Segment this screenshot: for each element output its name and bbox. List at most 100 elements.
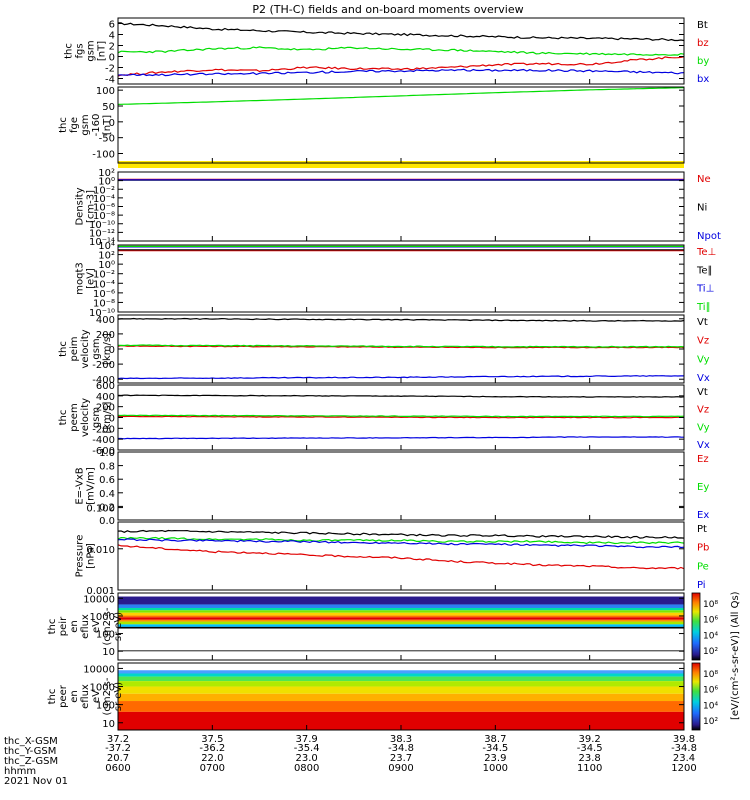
footer-value: -37.2 [105,743,131,754]
colorbar-strip [691,662,701,731]
panel-frame [117,314,685,384]
legend-entry: bx [697,74,709,85]
legend-entry: Ne [697,174,711,185]
legend-entry: Vz [697,336,709,347]
y-tick-label: 1000 [90,612,115,623]
footer-value: 39.8 [673,734,695,745]
series-line [117,317,685,322]
panel-frame [117,86,685,164]
y-tick-label: 6 [109,20,115,31]
footer-value: 0700 [200,763,225,774]
footer-value: 0800 [294,763,319,774]
y-tick-label: -600 [92,446,115,457]
spectrogram-band [118,693,684,702]
y-axis-label: Pressure[nPa] [75,535,97,578]
y-tick-label: 400 [96,392,115,403]
y-axis-label-line: thc [58,410,69,426]
colorbar-tick: 10⁴ [703,701,718,711]
legend-entry: Ex [697,510,709,521]
footer-value: 23.4 [673,753,695,764]
y-tick-label: 10⁻⁶ [93,289,115,300]
legend-entry: Ni [697,203,707,214]
footer-value: -35.4 [294,743,320,754]
y-tick-label: 10⁴ [98,241,115,252]
y-tick-label: 200 [96,330,115,341]
footer-value: 38.7 [484,734,506,745]
y-tick-label: 0 [109,345,115,356]
y-axis-label-line: moqt3 [75,262,86,295]
y-tick-label: 4 [109,31,115,42]
y-axis-label-line: gsm [80,114,91,135]
series-line [117,544,685,570]
y-tick-label: -200 [92,424,115,435]
y-tick-label: 10000 [83,664,115,675]
y-tick-label: 600 [96,381,115,392]
footer-value: 20.7 [107,753,129,764]
legend-entry: Vt [697,317,708,328]
legend-entry: Ey [697,482,709,493]
y-axis-label-line: fgs [75,43,86,58]
colorbar-tick: 10⁶ [703,686,718,696]
y-axis-label-line: [eV] [86,268,97,289]
y-axis-label: thcpeirenefluxeV(cm2-s-sr-eV) [47,607,124,645]
footer-value: 22.0 [201,753,223,764]
panel-5: 400 200 0 -200 -400 thcpeimvelocitygsm[km/s] V… [58,314,710,386]
spectrogram-band [118,673,684,677]
y-tick-label: 10⁻¹⁰ [89,308,115,319]
y-axis-label-line: [km/s] [102,401,113,433]
series-line [117,538,685,549]
spectrogram-band [118,617,684,620]
y-axis-label-line: -160 [91,114,102,137]
y-axis-label-line: peim [69,336,80,361]
y-axis-label-line: sr-eV) [113,612,124,641]
y-axis-label-line: eflux [80,684,91,709]
y-tick-label: 0.001 [86,586,115,597]
y-tick-label: -4 [105,75,115,86]
legend-entry: Npot [697,231,721,242]
panel-frame [117,244,685,313]
y-tick-label: 10⁻¹⁴ [89,237,115,248]
y-tick-label: 10⁻⁸ [93,211,115,222]
plot-title: P2 (TH-C) fields and on-board moments ov… [252,3,523,16]
y-axis-label-line: E=-VxB [75,467,86,504]
footer-value: 37.2 [107,734,129,745]
spectrogram-band [118,610,684,613]
y-tick-label: -200 [92,360,115,371]
y-tick-label: -100 [92,150,115,161]
y-axis-label-line: Pressure [75,535,86,578]
y-tick-label: -50 [99,134,115,145]
y-tick-label: 100 [96,86,115,97]
y-axis-label-line: [nPa] [86,543,97,569]
footer-value: 1100 [577,763,602,774]
footer-value: 1200 [671,763,696,774]
y-tick-label: -2 [105,64,115,75]
series-line [117,415,684,419]
y-tick-label: 10⁻¹² [89,228,115,239]
y-tick-label: 400 [96,315,115,326]
y-axis-label-line: gsm [91,407,102,428]
y-axis-label: thcfgegsm-160[nT] [58,114,113,137]
y-tick-label: 0.100 [86,504,115,515]
y-axis-label: thcpeerenefluxeV(cm2-s-sr-eV) [47,677,124,715]
y-tick-label: 10⁻² [93,270,115,281]
y-axis-label-line: en [69,620,80,633]
y-axis-label-line: (cm2-s- [102,607,113,645]
y-axis-label-line: (cm2-s- [102,677,113,715]
y-tick-label: 10⁰ [98,260,115,271]
series-line [117,56,685,77]
y-tick-label: 2 [109,42,115,53]
legend-entry: Te⊥ [696,247,716,258]
legend-entry: Vy [697,354,710,365]
panel-2: 100 50 0 -50 -100 thcfgegsm-160[nT] [58,86,685,168]
y-tick-label: 10⁻⁴ [93,279,115,290]
spectrogram-band [118,628,684,631]
footer-value: 37.5 [201,734,223,745]
legend-entry: Ez [697,454,709,465]
colorbar-label: [eV/(cm²-s-sr-eV)] (All Qs) [730,591,741,720]
series-line [117,46,685,56]
y-axis-label-line: gsm [91,338,102,359]
footer-value: 1000 [483,763,508,774]
